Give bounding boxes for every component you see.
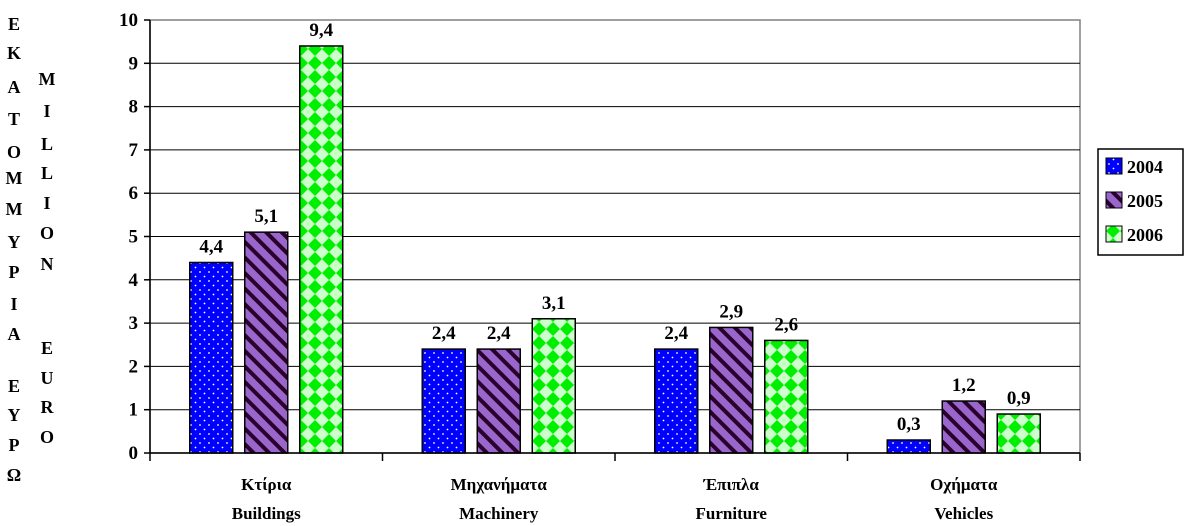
bar-2006 xyxy=(531,318,576,454)
data-label: 5,1 xyxy=(254,206,278,227)
x-category-label-english: Buildings xyxy=(232,504,301,523)
y-title-letter: M xyxy=(39,69,56,89)
y-title-letter: Κ xyxy=(7,43,21,63)
y-title-letter: Μ xyxy=(6,199,23,219)
data-label: 2,4 xyxy=(487,323,511,344)
y-title-letter: N xyxy=(41,254,54,274)
bar-2005 xyxy=(941,400,986,454)
y-title-letter: Ε xyxy=(8,14,20,34)
x-category-label-english: Machinery xyxy=(459,504,539,523)
data-label: 2,4 xyxy=(664,323,688,344)
y-title-letter: Ρ xyxy=(9,262,20,282)
bar-2006 xyxy=(299,45,344,454)
data-label: 3,1 xyxy=(542,293,566,314)
data-label: 1,2 xyxy=(952,375,976,396)
bar-2006 xyxy=(996,413,1041,454)
data-label: 2,4 xyxy=(432,323,456,344)
legend: 2004 2005 2006 xyxy=(1097,148,1184,256)
legend-label: 2006 xyxy=(1127,225,1163,245)
y-title-letter: I xyxy=(43,193,50,213)
x-category-label-greek: Μηχανήματα xyxy=(451,475,548,494)
legend-swatch-2005 xyxy=(1105,191,1123,209)
y-title-letter: Τ xyxy=(8,109,20,129)
y-title-letter: Ι xyxy=(10,294,17,314)
y-title-letter: U xyxy=(41,368,54,388)
y-title-letter: Ω xyxy=(7,465,21,485)
legend-label: 2004 xyxy=(1127,157,1163,177)
y-title-letter: Α xyxy=(8,324,21,344)
y-tick-label: 3 xyxy=(129,313,139,334)
y-title-letter: R xyxy=(41,397,55,417)
bar-2004 xyxy=(654,348,699,454)
y-title-letter: Ο xyxy=(7,142,21,162)
legend-swatch-2006 xyxy=(1105,225,1123,243)
data-label: 4,4 xyxy=(199,236,223,257)
y-tick-label: 5 xyxy=(129,227,139,248)
data-label: 2,6 xyxy=(774,314,798,335)
bar-2004 xyxy=(189,261,234,454)
y-tick-label: 0 xyxy=(129,443,139,464)
x-category-label-greek: Έπιπλα xyxy=(703,475,760,494)
y-tick-label: 8 xyxy=(129,97,139,118)
y-title-letter: Υ xyxy=(8,405,21,425)
y-title-letter: Υ xyxy=(8,232,21,252)
bar-2004 xyxy=(886,439,931,454)
y-title-letter: Ρ xyxy=(9,435,20,455)
x-axis-ticks: Κτίρια Buildings Μηχανήματα Machinery Έπιπλα… xyxy=(149,453,1081,523)
data-label: 9,4 xyxy=(309,20,333,41)
legend-swatch-2004 xyxy=(1105,157,1123,175)
y-title-letter: L xyxy=(41,163,53,183)
y-axis-ticks: 0 1 2 3 4 5 6 7 8 9 10 xyxy=(119,10,150,464)
y-tick-label: 2 xyxy=(129,356,139,377)
bar-2006 xyxy=(764,339,809,454)
data-label: 2,9 xyxy=(719,301,743,322)
y-title-letter: Μ xyxy=(6,168,23,188)
y-tick-label: 9 xyxy=(129,53,139,74)
bar-2005 xyxy=(476,348,521,454)
y-title-letter: I xyxy=(43,101,50,121)
bar-2005 xyxy=(709,326,754,454)
bar-2004 xyxy=(421,348,466,454)
data-label: 0,3 xyxy=(897,414,921,435)
data-labels: 4,4 5,1 9,4 2,4 2,4 3,1 2,4 2,9 2,6 0,3 1,2 0,9 xyxy=(199,20,1030,435)
y-tick-label: 7 xyxy=(129,140,139,161)
x-category-label-greek: Κτίρια xyxy=(241,475,292,494)
y-tick-label: 4 xyxy=(129,270,139,291)
y-title-letter: O xyxy=(40,223,54,243)
bar-2005 xyxy=(244,231,289,454)
y-tick-label: 1 xyxy=(129,400,139,421)
bars xyxy=(189,45,1041,454)
y-title-letter: L xyxy=(41,134,53,154)
y-tick-label: 6 xyxy=(129,183,139,204)
y-title-letter: Α xyxy=(8,77,21,97)
y-tick-label: 10 xyxy=(119,10,138,31)
y-title-letter: Ε xyxy=(8,376,20,396)
y-title-letter: E xyxy=(41,338,53,358)
x-category-label-english: Vehicles xyxy=(934,504,993,523)
x-category-label-greek: Οχήματα xyxy=(930,475,998,494)
data-label: 0,9 xyxy=(1007,388,1031,409)
y-title-letter: O xyxy=(40,427,54,447)
x-category-label-english: Furniture xyxy=(696,504,768,523)
legend-label: 2005 xyxy=(1127,191,1163,211)
